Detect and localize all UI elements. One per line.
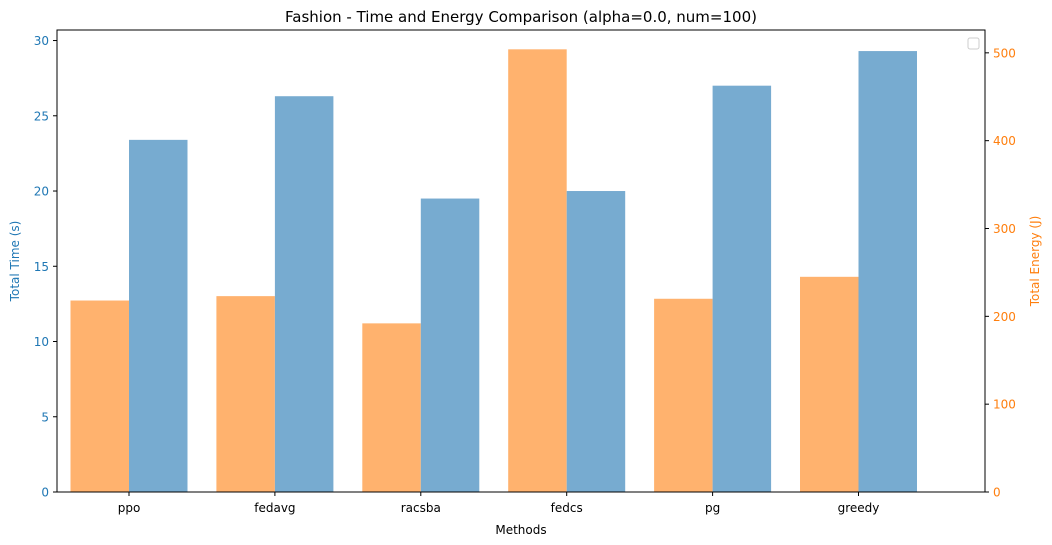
bars-layer <box>70 49 917 493</box>
bar-time-racsba <box>420 198 480 492</box>
bar-energy-ppo <box>70 300 129 492</box>
chart-title: Fashion - Time and Energy Comparison (al… <box>285 8 757 26</box>
bar-energy-racsba <box>362 323 421 492</box>
left-tick-label: 5 <box>41 410 49 424</box>
x-axis-label: Methods <box>495 523 546 537</box>
plot-frame <box>56 29 986 493</box>
bar-energy-greedy <box>800 276 859 492</box>
bar-time-fedcs <box>566 191 626 492</box>
left-tick-label: 0 <box>41 486 49 500</box>
right-tick-label: 100 <box>993 398 1016 412</box>
bar-energy-pg <box>654 298 713 492</box>
bar-energy-fedcs <box>508 49 567 493</box>
left-tick-label: 30 <box>34 34 49 48</box>
left-tick-label: 25 <box>34 109 49 123</box>
left-tick-label: 10 <box>34 335 49 349</box>
bar-energy-fedavg <box>216 296 275 492</box>
bar-time-ppo <box>129 139 188 492</box>
right-tick-label: 300 <box>993 222 1016 236</box>
right-axis-label: Total Energy (J) <box>1028 216 1042 308</box>
right-tick-label: 500 <box>993 46 1016 60</box>
x-tick-label-pg: pg <box>705 501 720 515</box>
left-tick-label: 15 <box>34 260 49 274</box>
x-tick-label-greedy: greedy <box>838 501 880 515</box>
x-tick-label-racsba: racsba <box>401 501 441 515</box>
x-axis-ticks: ppo fedavg racsba fedcs pg greedy <box>118 492 880 515</box>
bar-time-greedy <box>858 51 917 492</box>
right-tick-label: 200 <box>993 310 1016 324</box>
right-tick-label: 400 <box>993 134 1016 148</box>
left-axis-label: Total Time (s) <box>8 221 22 303</box>
bar-time-pg <box>712 85 772 492</box>
x-tick-label-ppo: ppo <box>118 501 141 515</box>
legend-box <box>967 37 980 50</box>
right-tick-label: 0 <box>993 486 1001 500</box>
left-axis-ticks: 0 5 10 15 20 25 30 <box>34 34 57 500</box>
x-tick-label-fedcs: fedcs <box>551 501 583 515</box>
x-tick-label-fedavg: fedavg <box>254 501 295 515</box>
bar-time-fedavg <box>274 96 334 493</box>
right-axis-ticks: 0 100 200 300 400 500 <box>985 46 1016 500</box>
left-tick-label: 20 <box>34 185 49 199</box>
